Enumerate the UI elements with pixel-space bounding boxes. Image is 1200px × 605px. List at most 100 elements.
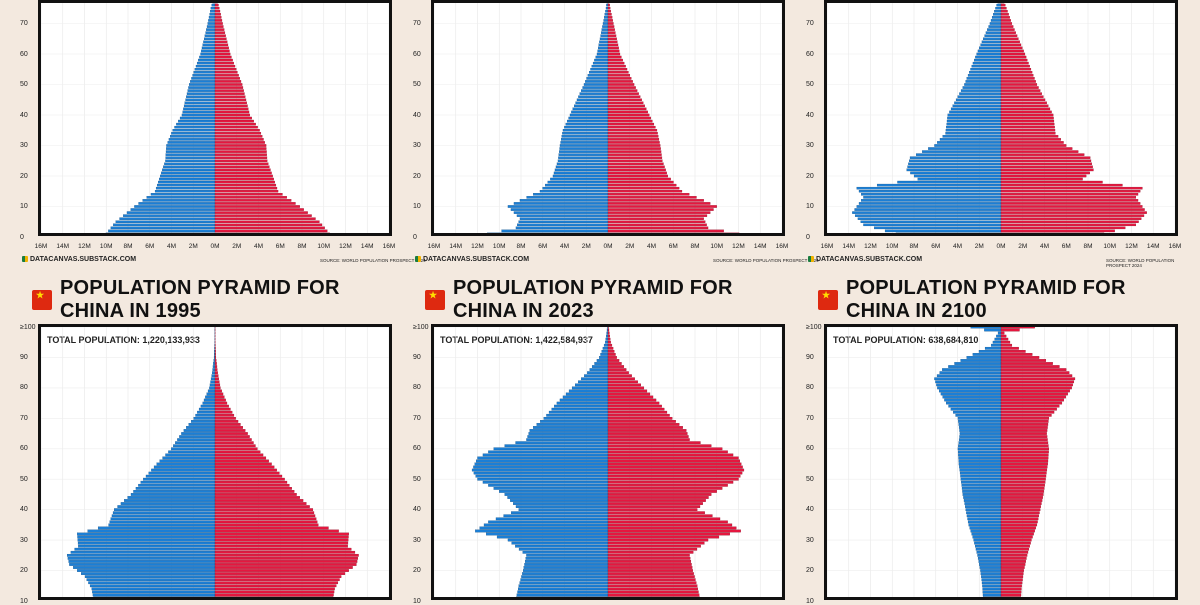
male-bar xyxy=(983,591,1001,593)
male-bar xyxy=(575,384,608,386)
male-bar xyxy=(183,108,215,110)
male-bar xyxy=(959,460,1001,462)
y-tick-label: 80 xyxy=(20,384,28,391)
male-bar xyxy=(92,591,215,593)
female-bar xyxy=(215,591,334,593)
male-bar xyxy=(510,499,608,501)
female-bar xyxy=(608,405,662,407)
male-bar xyxy=(962,487,1001,489)
female-bar xyxy=(608,588,698,590)
male-bar xyxy=(982,578,1001,580)
male-bar xyxy=(967,356,1001,358)
female-bar xyxy=(608,99,642,101)
female-bar xyxy=(1001,432,1047,434)
male-bar xyxy=(600,38,608,40)
male-bar xyxy=(170,135,215,137)
male-bar xyxy=(207,393,215,395)
male-bar xyxy=(940,371,1001,373)
female-bar xyxy=(608,344,612,346)
chart-title-text: POPULATION PYRAMID FOR CHINA IN 2100 xyxy=(846,277,1184,323)
female-bar xyxy=(608,29,615,31)
x-tick-label: 6M xyxy=(1056,243,1076,250)
female-bar xyxy=(1001,378,1075,380)
male-bar xyxy=(524,563,608,565)
female-bar xyxy=(1001,160,1091,162)
y-tick-label: 20 xyxy=(806,567,814,574)
female-bar xyxy=(608,448,722,450)
male-bar xyxy=(598,50,608,52)
female-bar xyxy=(608,408,664,410)
male-bar xyxy=(530,429,608,431)
female-bar xyxy=(1001,496,1043,498)
male-bar xyxy=(979,560,1001,562)
male-bar xyxy=(855,208,1001,210)
female-bar xyxy=(215,93,244,95)
y-tick-label: 10 xyxy=(413,598,421,605)
female-bar xyxy=(1001,132,1055,134)
female-bar xyxy=(215,502,306,504)
male-bar xyxy=(971,327,1001,328)
male-bar xyxy=(922,151,1001,153)
female-bar xyxy=(608,218,704,220)
x-tick-label: 14M xyxy=(1143,243,1163,250)
female-bar xyxy=(215,114,250,116)
female-bar xyxy=(608,365,624,367)
male-bar xyxy=(175,126,215,128)
male-bar xyxy=(993,341,1001,343)
female-bar xyxy=(608,475,740,477)
male-bar xyxy=(212,371,215,373)
male-bar xyxy=(154,466,215,468)
female-bar xyxy=(215,175,273,177)
male-bar xyxy=(550,178,608,180)
male-bar xyxy=(508,205,608,207)
female-bar xyxy=(1001,414,1051,416)
male-bar xyxy=(522,572,608,574)
male-bar xyxy=(213,362,215,364)
x-tick-label: 2M xyxy=(620,243,640,250)
female-bar xyxy=(215,135,262,137)
female-bar xyxy=(608,542,704,544)
male-bar xyxy=(527,196,608,198)
x-tick-label: 14M xyxy=(446,243,466,250)
male-bar xyxy=(558,160,608,162)
male-bar xyxy=(521,578,608,580)
female-bar xyxy=(608,356,617,358)
female-bar xyxy=(215,157,267,159)
female-bar xyxy=(1001,62,1029,64)
female-bar xyxy=(1001,215,1144,217)
female-bar xyxy=(215,132,261,134)
female-bar xyxy=(215,481,287,483)
x-tick-label: 0M xyxy=(598,243,618,250)
female-bar xyxy=(608,423,679,425)
female-bar xyxy=(215,408,230,410)
female-bar xyxy=(608,591,698,593)
male-bar xyxy=(934,378,1001,380)
male-bar xyxy=(969,71,1001,73)
male-bar xyxy=(947,123,1001,125)
y-tick-label: 30 xyxy=(20,142,28,149)
female-bar xyxy=(215,68,236,70)
female-bar xyxy=(608,384,641,386)
female-bar xyxy=(1001,163,1092,165)
female-bar xyxy=(608,508,697,510)
male-bar xyxy=(203,44,215,46)
chart-title: POPULATION PYRAMID FOR CHINA IN 1995 xyxy=(32,277,398,323)
male-bar xyxy=(208,19,215,21)
male-bar xyxy=(956,414,1001,416)
x-tick-label: 12M xyxy=(336,243,356,250)
female-bar xyxy=(608,135,658,137)
male-bar xyxy=(118,505,215,507)
female-bar xyxy=(608,215,707,217)
female-bar xyxy=(1001,560,1026,562)
y-tick-label: 30 xyxy=(806,142,814,149)
female-bar xyxy=(1001,585,1022,587)
male-bar xyxy=(110,521,215,523)
datacanvas-logo-icon xyxy=(415,256,421,262)
male-bar xyxy=(201,53,215,55)
male-bar xyxy=(488,451,608,453)
female-bar xyxy=(1001,469,1047,471)
male-bar xyxy=(186,99,215,101)
male-bar xyxy=(910,172,1001,174)
male-bar xyxy=(208,390,215,392)
female-bar xyxy=(608,432,687,434)
